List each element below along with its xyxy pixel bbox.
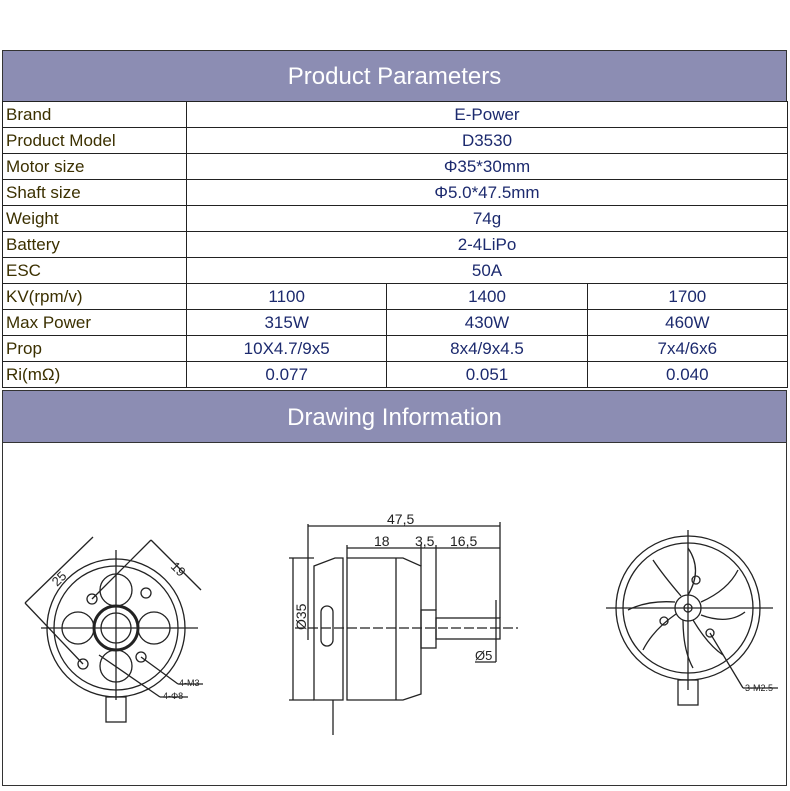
row-value: 10X4.7/9x5 <box>185 335 388 362</box>
row-label: Weight <box>2 205 187 232</box>
table-row: KV(rpm/v) 1100 1400 1700 <box>2 283 789 310</box>
row-value: 460W <box>586 309 789 336</box>
front-note-2: 4-Φ8 <box>163 691 183 701</box>
row-label: Max Power <box>2 309 187 336</box>
row-label: Product Model <box>2 127 187 154</box>
rear-view-drawing: 3-M2.5 <box>606 530 778 706</box>
row-label: Brand <box>2 101 187 128</box>
row-value: 1100 <box>185 283 388 310</box>
row-value: 2-4LiPo <box>186 231 788 258</box>
side-dim-shaft-diameter: Ø5 <box>475 648 492 663</box>
parameters-table: Brand E-Power Product Model D3530 Motor size… <box>2 101 789 388</box>
side-dim-shaft: 16,5 <box>450 533 477 549</box>
side-dim-body: 18 <box>374 533 390 549</box>
table-row: Motor size Φ35*30mm <box>2 153 788 180</box>
side-view-drawing: 47,5 18 3,5 16,5 Ø35 Ø5 <box>289 511 518 735</box>
row-label: Shaft size <box>2 179 187 206</box>
side-dim-step: 3,5 <box>415 533 435 549</box>
front-dim-b: 19 <box>168 559 189 580</box>
table-row: Max Power 315W 430W 460W <box>2 309 789 336</box>
row-value: 1700 <box>586 283 789 310</box>
table-row: Shaft size Φ5.0*47.5mm <box>2 179 788 206</box>
row-label: ESC <box>2 257 187 284</box>
table-row: Prop 10X4.7/9x5 8x4/9x4.5 7x4/6x6 <box>2 335 789 362</box>
rear-note: 3-M2.5 <box>745 683 773 693</box>
side-dim-diameter: Ø35 <box>293 603 309 630</box>
row-value: D3530 <box>186 127 788 154</box>
row-value: 0.051 <box>386 361 588 388</box>
table-row: Ri(mΩ) 0.077 0.051 0.040 <box>2 361 789 388</box>
table-row: Brand E-Power <box>2 101 788 128</box>
row-label: KV(rpm/v) <box>2 283 187 310</box>
row-value: 430W <box>386 309 588 336</box>
row-value: 1400 <box>386 283 588 310</box>
drawing-area: 25 19 4-M3 4-Φ8 47,5 18 3,5 16,5 Ø35 Ø5 … <box>2 442 787 786</box>
row-label: Motor size <box>2 153 187 180</box>
row-value: 7x4/6x6 <box>586 335 789 362</box>
front-view-drawing: 25 19 4-M3 4-Φ8 <box>24 536 203 723</box>
row-value: 315W <box>185 309 388 336</box>
row-value: 50A <box>186 257 788 284</box>
row-value: 0.077 <box>185 361 388 388</box>
row-value: 8x4/9x4.5 <box>386 335 588 362</box>
row-value: Φ5.0*47.5mm <box>186 179 788 206</box>
table-row: Battery 2-4LiPo <box>2 231 788 258</box>
row-value: E-Power <box>186 101 788 128</box>
row-label: Ri(mΩ) <box>2 361 187 388</box>
table-row: ESC 50A <box>2 257 788 284</box>
table-row: Product Model D3530 <box>2 127 788 154</box>
side-dim-total: 47,5 <box>387 511 414 527</box>
table-row: Weight 74g <box>2 205 788 232</box>
row-label: Prop <box>2 335 187 362</box>
drawing-information-header: Drawing Information <box>2 390 787 443</box>
front-dim-a: 25 <box>49 568 70 589</box>
product-parameters-header: Product Parameters <box>2 50 787 102</box>
row-value: Φ35*30mm <box>186 153 788 180</box>
row-label: Battery <box>2 231 187 258</box>
row-value: 74g <box>186 205 788 232</box>
row-value: 0.040 <box>586 361 789 388</box>
front-note-1: 4-M3 <box>179 678 200 688</box>
